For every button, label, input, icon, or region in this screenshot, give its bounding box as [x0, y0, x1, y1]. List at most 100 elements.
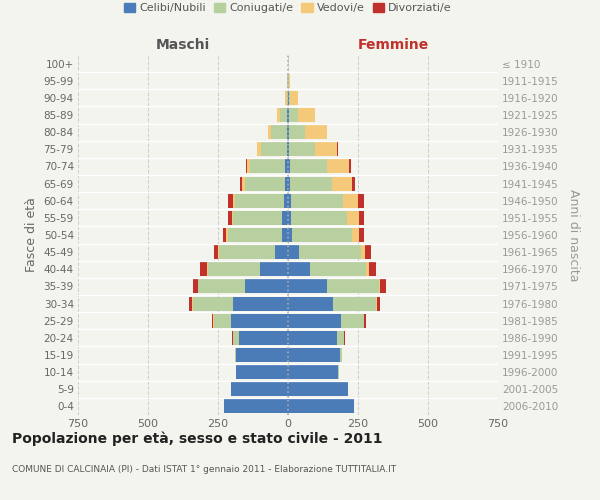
- Bar: [337, 331, 344, 345]
- Bar: [288, 400, 354, 413]
- Bar: [262, 142, 287, 156]
- Text: Popolazione per età, sesso e stato civile - 2011: Popolazione per età, sesso e stato civil…: [12, 431, 383, 446]
- Bar: [361, 245, 365, 259]
- Bar: [197, 280, 199, 293]
- Bar: [288, 331, 337, 345]
- Bar: [260, 262, 288, 276]
- Bar: [208, 262, 260, 276]
- Bar: [288, 142, 289, 156]
- Bar: [233, 296, 288, 310]
- Bar: [230, 314, 288, 328]
- Bar: [283, 211, 288, 225]
- Bar: [200, 262, 207, 276]
- Bar: [288, 194, 291, 207]
- Bar: [326, 160, 349, 173]
- Bar: [285, 91, 287, 105]
- Y-axis label: Anni di nascita: Anni di nascita: [567, 188, 580, 281]
- Bar: [289, 125, 305, 139]
- Bar: [364, 314, 365, 328]
- Bar: [242, 176, 245, 190]
- Bar: [233, 194, 235, 207]
- Bar: [367, 262, 368, 276]
- Bar: [288, 365, 338, 379]
- Bar: [305, 125, 326, 139]
- Bar: [235, 348, 236, 362]
- Bar: [310, 262, 367, 276]
- Bar: [287, 125, 288, 139]
- Bar: [290, 160, 326, 173]
- Bar: [284, 194, 288, 207]
- Bar: [232, 211, 233, 225]
- Bar: [379, 280, 380, 293]
- Bar: [299, 245, 361, 259]
- Y-axis label: Fasce di età: Fasce di età: [25, 198, 38, 272]
- Bar: [207, 262, 208, 276]
- Bar: [347, 211, 359, 225]
- Bar: [227, 194, 233, 207]
- Bar: [358, 194, 364, 207]
- Bar: [189, 296, 192, 310]
- Bar: [239, 331, 288, 345]
- Bar: [288, 348, 340, 362]
- Bar: [289, 74, 290, 88]
- Bar: [245, 280, 288, 293]
- Bar: [332, 176, 352, 190]
- Text: COMUNE DI CALCINAIA (PI) - Dati ISTAT 1° gennaio 2011 - Elaborazione TUTTITALIA.: COMUNE DI CALCINAIA (PI) - Dati ISTAT 1°…: [12, 466, 396, 474]
- Bar: [377, 296, 380, 310]
- Bar: [292, 228, 352, 242]
- Bar: [275, 245, 288, 259]
- Bar: [349, 160, 351, 173]
- Bar: [199, 280, 245, 293]
- Bar: [235, 194, 284, 207]
- Bar: [257, 142, 262, 156]
- Bar: [333, 296, 376, 310]
- Bar: [365, 245, 371, 259]
- Bar: [236, 365, 288, 379]
- Bar: [288, 160, 290, 173]
- Bar: [314, 142, 337, 156]
- Bar: [285, 176, 288, 190]
- Bar: [193, 296, 233, 310]
- Bar: [212, 314, 213, 328]
- Bar: [352, 228, 359, 242]
- Bar: [327, 280, 379, 293]
- Bar: [289, 108, 298, 122]
- Bar: [250, 160, 285, 173]
- Bar: [228, 211, 232, 225]
- Bar: [288, 108, 289, 122]
- Bar: [230, 382, 288, 396]
- Bar: [298, 108, 314, 122]
- Bar: [193, 280, 197, 293]
- Bar: [245, 176, 285, 190]
- Bar: [292, 211, 347, 225]
- Legend: Celibi/Nubili, Coniugati/e, Vedovi/e, Divorziati/e: Celibi/Nubili, Coniugati/e, Vedovi/e, Di…: [121, 0, 455, 16]
- Bar: [214, 245, 218, 259]
- Bar: [268, 125, 271, 139]
- Bar: [277, 108, 280, 122]
- Bar: [288, 280, 327, 293]
- Bar: [236, 348, 288, 362]
- Bar: [288, 125, 289, 139]
- Bar: [288, 314, 341, 328]
- Bar: [337, 142, 338, 156]
- Bar: [287, 91, 288, 105]
- Bar: [233, 211, 283, 225]
- Bar: [271, 125, 287, 139]
- Bar: [287, 108, 288, 122]
- Text: Femmine: Femmine: [358, 38, 428, 52]
- Bar: [290, 91, 298, 105]
- Bar: [218, 245, 220, 259]
- Bar: [368, 262, 376, 276]
- Bar: [246, 160, 247, 173]
- Bar: [233, 331, 239, 345]
- Bar: [226, 228, 228, 242]
- Bar: [289, 91, 290, 105]
- Bar: [343, 194, 358, 207]
- Bar: [288, 211, 292, 225]
- Bar: [288, 262, 310, 276]
- Bar: [288, 382, 348, 396]
- Bar: [288, 228, 292, 242]
- Bar: [247, 160, 250, 173]
- Bar: [352, 176, 355, 190]
- Bar: [192, 296, 193, 310]
